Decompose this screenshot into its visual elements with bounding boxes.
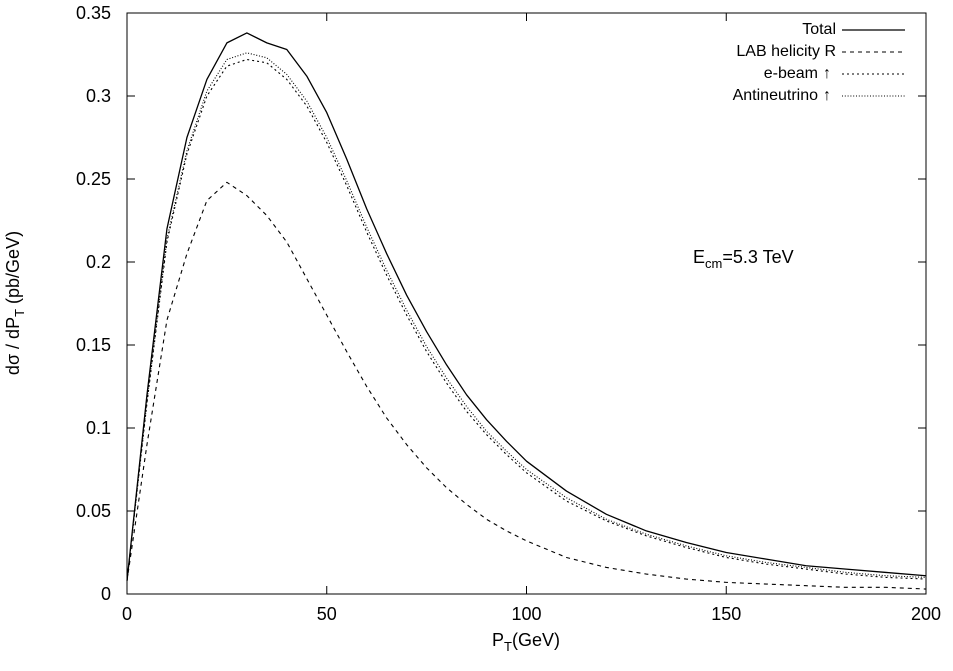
x-axis-label: PT(GeV) bbox=[492, 630, 560, 654]
energy-annotation: Ecm=5.3 TeV bbox=[693, 247, 794, 271]
x-tick-label: 0 bbox=[122, 604, 132, 624]
x-tick-label: 100 bbox=[511, 604, 541, 624]
y-tick-label: 0.1 bbox=[86, 418, 111, 438]
y-tick-label: 0 bbox=[101, 584, 111, 604]
legend-label-e-beam: e-beam bbox=[764, 65, 818, 82]
y-tick-label: 0.3 bbox=[86, 86, 111, 106]
x-axis-label-sub: T bbox=[504, 639, 512, 654]
y-tick-label: 0.05 bbox=[76, 501, 111, 521]
legend-label-lab-helicity-r: LAB helicity R bbox=[736, 43, 836, 60]
series-line-antineutrino bbox=[126, 52, 927, 581]
legend-label-antineutrino: Antineutrino bbox=[733, 87, 818, 104]
energy-annotation-sub: cm bbox=[705, 256, 722, 271]
series-line-total bbox=[126, 32, 927, 581]
y-tick-label: 0.15 bbox=[76, 335, 111, 355]
energy-annotation-tail: =5.3 TeV bbox=[722, 247, 793, 267]
series-line-lab-helicity-r bbox=[126, 181, 927, 590]
x-tick-label: 150 bbox=[711, 604, 741, 624]
series-lines bbox=[126, 32, 927, 590]
y-axis-label: dσ / dPT (pb/GeV) bbox=[3, 231, 27, 375]
legend-label-total: Total bbox=[802, 21, 836, 38]
y-axis-label-prefix: dσ / dP bbox=[3, 317, 23, 375]
up-arrow-icon: ↑ bbox=[823, 87, 831, 104]
y-tick-label: 0.35 bbox=[76, 3, 111, 23]
y-ticks: 0 0.05 0.1 0.15 0.2 0.25 0.3 0.35 bbox=[76, 3, 926, 604]
y-axis-label-sub: T bbox=[12, 309, 27, 317]
x-axis-label-tail: (GeV) bbox=[512, 630, 560, 650]
y-axis-label-tail: (pb/GeV) bbox=[3, 231, 23, 309]
x-tick-label: 200 bbox=[911, 604, 941, 624]
legend: Total LAB helicity R e-beam ↑ Antineutri… bbox=[733, 21, 905, 104]
y-tick-label: 0.2 bbox=[86, 252, 111, 272]
x-axis-label-main: P bbox=[492, 630, 504, 650]
y-tick-label: 0.25 bbox=[76, 169, 111, 189]
series-line-e-beam bbox=[126, 58, 927, 581]
up-arrow-icon: ↑ bbox=[823, 65, 831, 82]
x-ticks: 0 50 100 150 200 bbox=[122, 13, 941, 624]
x-tick-label: 50 bbox=[317, 604, 337, 624]
energy-annotation-prefix: E bbox=[693, 247, 705, 267]
